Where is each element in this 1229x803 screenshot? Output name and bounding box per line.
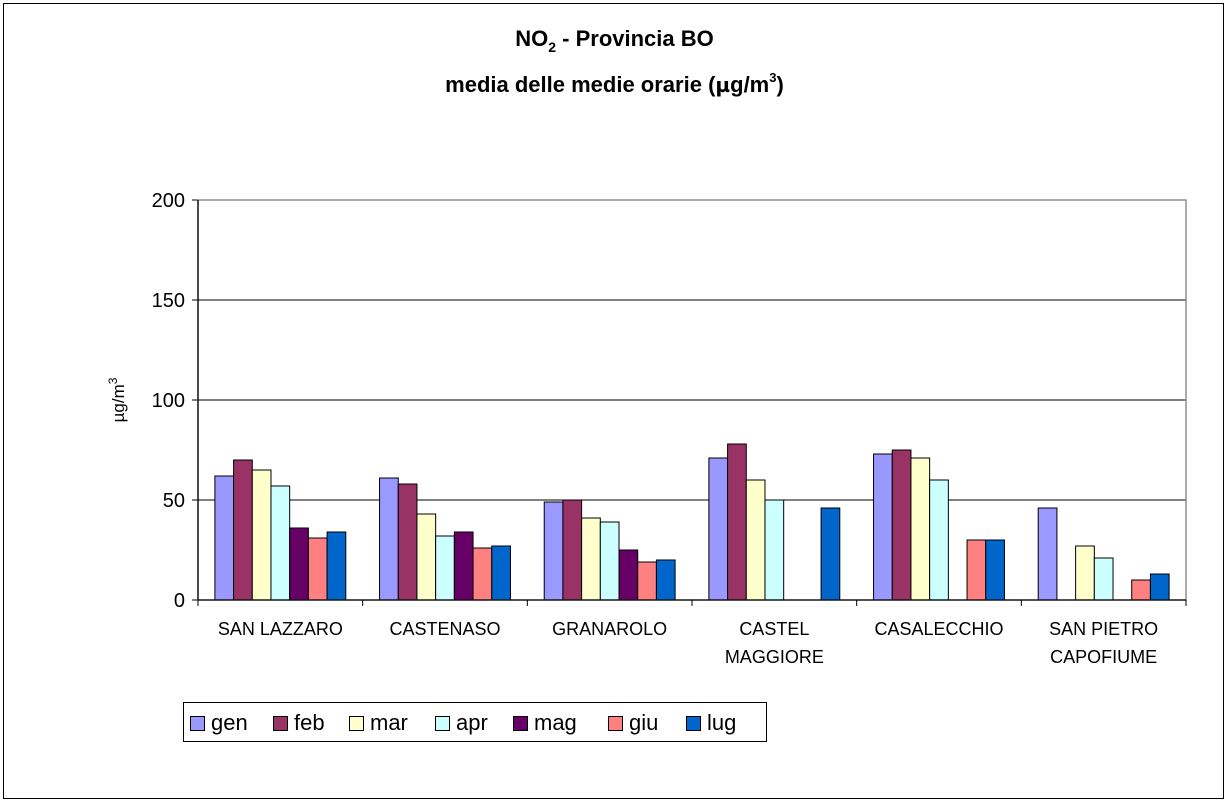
bar-gen — [379, 477, 399, 601]
x-tick-label: CASALECCHIO — [874, 619, 1003, 639]
bar-lug — [655, 559, 676, 601]
y-tick-label: 100 — [152, 390, 185, 412]
legend-item-feb: feb — [273, 710, 325, 736]
x-tick-label: GRANAROLO — [552, 619, 667, 639]
x-tick-label: CASTEL — [739, 619, 809, 639]
title-text-media: media delle medie orarie ( — [445, 72, 716, 97]
x-tick-label: CAPOFIUME — [1050, 647, 1157, 667]
bar-mar — [581, 517, 601, 601]
bar-apr — [435, 535, 455, 601]
bar-apr — [599, 521, 620, 601]
y-axis-label: µg/m3 — [106, 377, 128, 422]
title-close-paren: ) — [776, 72, 784, 97]
legend-item-mar: mar — [349, 710, 408, 736]
bar-feb — [562, 499, 583, 601]
bar-lug — [1149, 573, 1170, 601]
y-axis-label-superscript: 3 — [106, 377, 120, 384]
bar-lug — [820, 507, 841, 601]
x-tick-label: CASTENASO — [389, 619, 500, 639]
legend-swatch — [513, 715, 528, 731]
bar-apr — [1093, 557, 1114, 601]
bar-gen — [708, 457, 729, 601]
bar-gen — [873, 453, 893, 601]
bar-gen — [543, 501, 564, 601]
legend-label: feb — [294, 710, 325, 735]
bar-feb — [233, 459, 253, 601]
bar-mar — [910, 457, 931, 601]
legend-label: giu — [629, 710, 659, 735]
x-tick-label: SAN LAZZARO — [218, 619, 343, 639]
bar-feb — [397, 483, 418, 601]
title-text-provincia: - Provincia BO — [556, 26, 714, 51]
x-tick-label: MAGGIORE — [725, 647, 824, 667]
legend-label: mag — [534, 710, 577, 735]
bar-giu — [637, 561, 657, 601]
legend-item-gen: gen — [190, 710, 248, 736]
y-tick-label: 0 — [174, 590, 185, 612]
title-mu: µ — [715, 73, 731, 97]
legend-swatch — [608, 715, 623, 731]
legend-label: gen — [211, 710, 248, 735]
bar-apr — [929, 479, 949, 601]
bar-mar — [416, 513, 437, 601]
bar-mag — [289, 527, 309, 601]
bar-mar — [1075, 545, 1095, 601]
legend-label: apr — [456, 710, 488, 735]
bar-lug — [985, 539, 1005, 601]
bar-feb — [891, 449, 912, 601]
legend-item-giu: giu — [608, 710, 658, 736]
bar-apr — [764, 499, 785, 601]
legend-item-lug: lug — [686, 710, 736, 736]
legend-swatch — [349, 715, 364, 731]
chart-title-line1: NO2 - Provincia BO — [0, 26, 1229, 55]
bar-mar — [251, 469, 272, 601]
y-tick-label: 50 — [163, 490, 185, 512]
bar-giu — [472, 547, 493, 601]
title-unit: g/m — [730, 72, 770, 97]
legend-item-mag: mag — [513, 710, 577, 736]
bar-mar — [745, 479, 766, 601]
bar-apr — [270, 485, 291, 601]
bar-giu — [307, 537, 328, 601]
bar-mag — [453, 531, 474, 601]
legend-label: lug — [707, 710, 737, 735]
legend-swatch — [435, 715, 450, 731]
bar-gen — [214, 475, 235, 601]
bar-lug — [326, 531, 347, 601]
title-subscript: 2 — [548, 39, 557, 55]
legend-swatch — [686, 715, 701, 731]
x-tick-label: SAN PIETRO — [1049, 619, 1158, 639]
legend: gen feb mar apr mag giu lug — [183, 702, 767, 742]
legend-item-apr: apr — [435, 710, 488, 736]
y-tick-label: 200 — [152, 190, 185, 212]
bar-giu — [1131, 579, 1151, 601]
y-tick-label: 150 — [152, 290, 185, 312]
chart-frame — [3, 3, 1224, 799]
bar-gen — [1037, 507, 1058, 601]
bar-lug — [491, 545, 511, 601]
bar-feb — [727, 443, 747, 601]
legend-label: mar — [370, 710, 408, 735]
bar-giu — [966, 539, 987, 601]
chart-title-line2: media delle medie orarie (µg/m3) — [0, 70, 1229, 98]
title-superscript: 3 — [769, 70, 777, 85]
title-text-no: NO — [515, 26, 549, 51]
legend-swatch — [273, 715, 288, 731]
legend-swatch — [190, 715, 205, 731]
bar-mag — [618, 549, 639, 601]
